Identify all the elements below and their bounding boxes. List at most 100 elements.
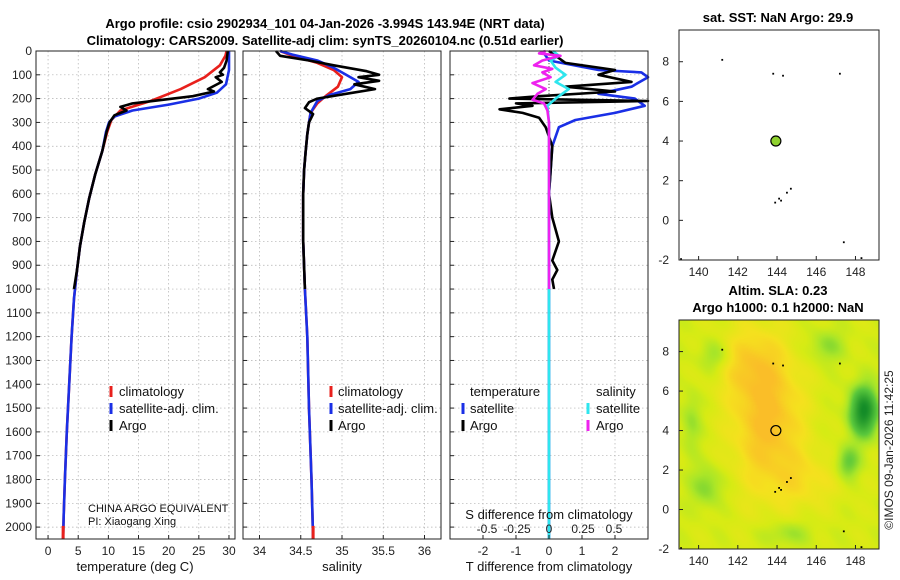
sst_map-lat-tick-label: -2 xyxy=(658,253,669,267)
island-speck xyxy=(778,487,780,489)
temperature-xtick-label: 20 xyxy=(162,544,176,558)
legend-argo-label: Argo xyxy=(338,418,365,433)
figure-title-line1: Argo profile: csio 2902934_101 04-Jan-20… xyxy=(105,16,544,31)
island-speck xyxy=(780,199,782,202)
sla_map-lat-tick-label: 8 xyxy=(662,345,669,359)
depth-tick-label: 1600 xyxy=(5,425,32,439)
depth-tick-label: 700 xyxy=(12,211,32,225)
legend-satellite-label: satellite-adj. clim. xyxy=(338,401,438,416)
legend-s-satellite-label: satellite xyxy=(596,401,640,416)
depth-tick-label: 1900 xyxy=(5,496,32,510)
sst-map-frame xyxy=(678,29,880,261)
t-difference-xlabel: T difference from climatology xyxy=(466,559,633,574)
temperature-xlabel: temperature (deg C) xyxy=(76,559,193,574)
s-difference-xlabel: S difference from climatology xyxy=(465,507,633,522)
sst_map-lat-tick-label: 2 xyxy=(662,174,669,188)
temperature-xtick-label: 0 xyxy=(45,544,52,558)
salinity-xtick-label: 34 xyxy=(253,544,267,558)
island-speck xyxy=(680,547,682,550)
sla_map-lon-tick-label: 142 xyxy=(728,554,748,568)
sst_map-lon-tick-label: 142 xyxy=(728,265,748,279)
temperature-plot-area xyxy=(36,51,235,539)
island-speck xyxy=(774,490,777,493)
temperature-panel: 0100200300400500600700800900100011001200… xyxy=(5,44,236,574)
depth-tick-label: 500 xyxy=(12,163,32,177)
island-speck xyxy=(772,362,775,365)
legend-satellite-label: satellite-adj. clim. xyxy=(119,401,219,416)
imos-timestamp: ©IMOS 09-Jan-2026 11:42:25 xyxy=(882,370,896,530)
island-speck xyxy=(780,488,782,491)
argo-float-marker xyxy=(770,135,782,147)
sla-map-title-line2: Argo h1000: 0.1 h2000: NaN xyxy=(692,300,863,315)
difference-xtick-label: 0 xyxy=(546,544,553,558)
depth-tick-label: 0 xyxy=(25,44,32,58)
depth-tick-label: 600 xyxy=(12,187,32,201)
pi-annotation: PI: Xiaogang Xing xyxy=(88,516,176,528)
sst_map-lat-tick-label: 4 xyxy=(662,134,669,148)
sst_map-lat-tick-label: 6 xyxy=(662,94,669,108)
island-speck xyxy=(774,201,777,204)
sst-map-title: sat. SST: NaN Argo: 29.9 xyxy=(703,10,854,25)
sst_map-lon-tick-label: 148 xyxy=(845,265,865,279)
legend-argo-label: Argo xyxy=(119,418,146,433)
salinity-xtick-label: 35.5 xyxy=(372,544,396,558)
depth-tick-label: 300 xyxy=(12,115,32,129)
island-speck xyxy=(860,257,863,260)
depth-tick-label: 1400 xyxy=(5,377,32,391)
s-tick-label: -0.25 xyxy=(503,522,531,536)
salinity-xtick-label: 36 xyxy=(418,544,432,558)
island-speck xyxy=(838,72,841,75)
sla_map-lon-tick-label: 140 xyxy=(689,554,709,568)
sst_map-lon-tick-label: 146 xyxy=(806,265,826,279)
salinity-panel: 34 34.5 35 35.5 36 salinity climatology sate… xyxy=(242,49,442,574)
island-speck xyxy=(680,258,682,261)
sst_map-lat-tick-label: 8 xyxy=(662,55,669,69)
depth-tick-label: 2000 xyxy=(5,520,32,534)
sla_map-lat-tick-label: -2 xyxy=(658,542,669,556)
sla_map-lon-tick-label: 148 xyxy=(845,554,865,568)
sla_map-lat-tick-label: 4 xyxy=(662,424,669,438)
sst_map-lon-tick-label: 144 xyxy=(767,265,787,279)
island-speck xyxy=(838,362,841,365)
difference-xtick-label: -2 xyxy=(478,544,489,558)
depth-tick-label: 100 xyxy=(12,68,32,82)
depth-tick-label: 1000 xyxy=(5,282,32,296)
temperature-legend: climatology satellite-adj. clim. Argo xyxy=(109,384,219,433)
temperature-xtick-label: 15 xyxy=(132,544,146,558)
legend-t-satellite-label: satellite xyxy=(470,401,514,416)
difference-legend: temperature satellite Argo salinity sate… xyxy=(461,384,640,433)
temperature-xtick-label: 10 xyxy=(102,544,116,558)
difference-xtick-label: -1 xyxy=(511,544,522,558)
depth-tick-label: 200 xyxy=(12,92,32,106)
salinity-xtick-label: 35 xyxy=(335,544,349,558)
sst_map-lat-tick-label: 0 xyxy=(662,213,669,227)
depth-tick-label: 800 xyxy=(12,234,32,248)
sst-map-panel: sat. SST: NaN Argo: 29.9 140 142 144 146 148… xyxy=(658,10,880,279)
island-speck xyxy=(778,197,780,200)
island-speck xyxy=(842,241,845,244)
institution-annotation: CHINA ARGO EQUIVALENT xyxy=(88,503,229,515)
island-speck xyxy=(789,477,792,479)
argo-float-marker xyxy=(770,424,782,437)
temperature-xtick-label: 30 xyxy=(222,544,236,558)
sla_map-lat-tick-label: 0 xyxy=(662,503,669,517)
temperature-frame xyxy=(35,50,236,540)
sla_map-lon-tick-label: 146 xyxy=(806,554,826,568)
island-speck xyxy=(782,74,784,77)
sla_map-lat-tick-label: 2 xyxy=(662,463,669,477)
difference-xtick-label: 1 xyxy=(579,544,586,558)
island-speck xyxy=(772,72,775,75)
figure-title-line2: Climatology: CARS2009. Satellite-adj cli… xyxy=(87,33,564,48)
difference-series-temperature-argo xyxy=(498,49,650,290)
depth-tick-label: 900 xyxy=(12,258,32,272)
sla_map-lat-tick-label: 6 xyxy=(662,384,669,398)
island-speck xyxy=(786,481,788,483)
depth-tick-label: 1300 xyxy=(5,353,32,367)
temperature-xtick-label: 25 xyxy=(192,544,206,558)
depth-tick-label: 1100 xyxy=(6,306,32,320)
s-tick-label: 0.25 xyxy=(571,522,595,536)
depth-tick-label: 1500 xyxy=(5,401,32,415)
salinity-legend: climatology satellite-adj. clim. Argo xyxy=(329,384,438,433)
legend-s-argo-label: Argo xyxy=(596,418,623,433)
